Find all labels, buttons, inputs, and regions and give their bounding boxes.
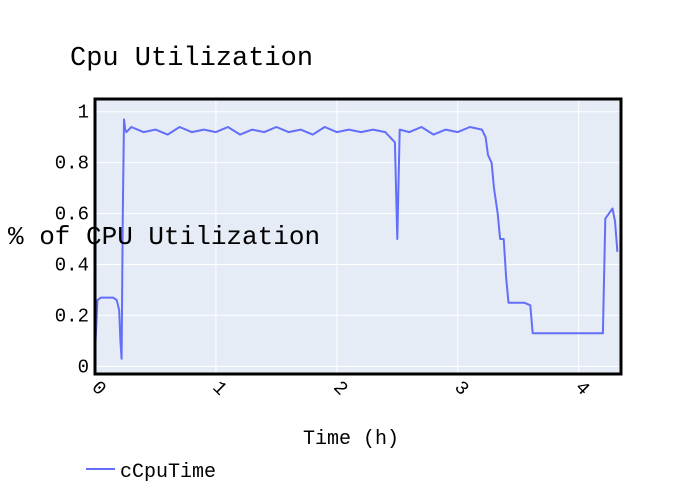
y-tick-label: 0.8 — [55, 153, 89, 175]
x-tick-labels: 0 1 2 3 4 — [87, 377, 594, 401]
x-tick-label: 1 — [208, 377, 232, 401]
plot-area — [95, 99, 621, 374]
x-axis-title: Time (h) — [303, 428, 399, 451]
plot-frame — [93, 97, 623, 376]
series-line-ccputime[interactable] — [94, 118, 619, 360]
y-tick-label: 1 — [78, 102, 89, 124]
x-tick-label: 2 — [329, 377, 353, 401]
series-layer — [94, 118, 619, 360]
x-tick-label: 3 — [449, 377, 473, 401]
grid-lines — [94, 99, 621, 374]
x-tick-label: 4 — [570, 377, 594, 401]
y-tick-label: 0.2 — [55, 305, 89, 327]
y-tick-labels: 0 0.2 0.4 0.6 0.8 1 — [55, 102, 89, 379]
chart-title: Cpu Utilization — [70, 44, 313, 74]
legend[interactable]: cCpuTime — [86, 461, 216, 484]
y-tick-label: 0.4 — [55, 255, 89, 277]
x-tick-label: 0 — [87, 377, 111, 401]
y-axis-title: % of CPU Utilization — [8, 222, 320, 252]
y-tick-label: 0 — [78, 356, 89, 378]
legend-label-ccputime: cCpuTime — [120, 461, 216, 484]
y-tick-label: 0.6 — [55, 204, 89, 226]
